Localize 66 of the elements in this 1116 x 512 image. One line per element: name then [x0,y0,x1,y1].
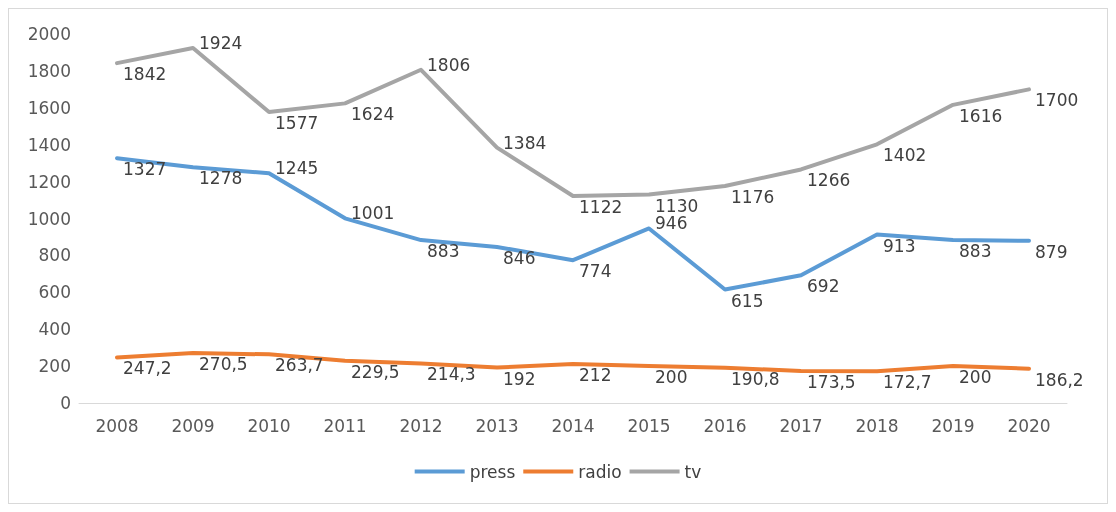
x-tick-label: 2008 [95,415,139,436]
data-label: 883 [959,241,992,262]
data-label: 1700 [1035,90,1079,111]
data-label: 846 [503,247,536,268]
data-label: 1384 [503,132,547,153]
x-tick-label: 2020 [1007,415,1051,436]
data-label: 913 [883,235,916,256]
data-label: 692 [807,276,840,297]
x-tick-label: 2015 [627,415,671,436]
data-label: 212 [579,364,612,385]
data-label: 1001 [351,203,395,224]
data-label: 172,7 [883,372,932,393]
x-tick-label: 2016 [703,415,747,436]
data-label: 615 [731,290,764,311]
y-tick-label: 1800 [27,60,71,81]
data-label: 186,2 [1035,369,1084,390]
data-label: 263,7 [275,355,324,376]
data-label: 229,5 [351,361,400,382]
x-tick-label: 2014 [551,415,595,436]
y-tick-label: 600 [38,282,71,303]
x-tick-label: 2010 [247,415,291,436]
data-label: 200 [959,367,992,388]
y-tick-label: 0 [60,393,71,413]
data-label: 883 [427,241,460,262]
data-label: 1245 [275,158,319,179]
x-tick-label: 2019 [931,415,975,436]
data-label: 214,3 [427,364,476,385]
x-tick-label: 2011 [323,415,367,436]
data-label: 879 [1035,241,1068,262]
data-label: 774 [579,261,612,282]
y-tick-label: 200 [38,356,71,377]
data-label: 1616 [959,105,1003,126]
data-label: 1278 [199,168,243,189]
x-tick-label: 2013 [475,415,519,436]
y-tick-label: 2000 [27,24,71,44]
data-label: 1577 [275,113,319,134]
y-tick-label: 1400 [27,134,71,155]
y-tick-label: 1200 [27,171,71,192]
data-label: 1402 [883,145,927,166]
data-label: 1176 [731,187,775,208]
data-label: 173,5 [807,371,856,392]
data-label: 200 [655,367,688,388]
data-label: 1924 [199,33,243,54]
x-tick-label: 2017 [779,415,823,436]
x-tick-label: 2009 [171,415,215,436]
data-label: 270,5 [199,354,248,375]
legend-label: tv [684,461,702,482]
data-label: 1327 [123,159,167,180]
data-label: 1130 [655,195,699,216]
y-tick-label: 1600 [27,97,71,118]
data-label: 247,2 [123,358,172,379]
data-label: 192 [503,368,536,389]
y-tick-label: 1000 [27,208,71,229]
data-label: 946 [655,213,688,234]
data-label: 1842 [123,64,167,85]
legend-label: radio [578,461,622,482]
data-label: 1266 [807,170,851,191]
data-label: 1624 [351,104,395,125]
y-tick-label: 400 [38,319,71,340]
legend-label: press [469,461,516,482]
y-tick-label: 800 [38,245,71,266]
x-tick-label: 2012 [399,415,443,436]
x-tick-label: 2018 [855,415,899,436]
data-label: 1122 [579,196,623,217]
data-label: 1806 [427,54,471,75]
data-label: 190,8 [731,368,780,389]
